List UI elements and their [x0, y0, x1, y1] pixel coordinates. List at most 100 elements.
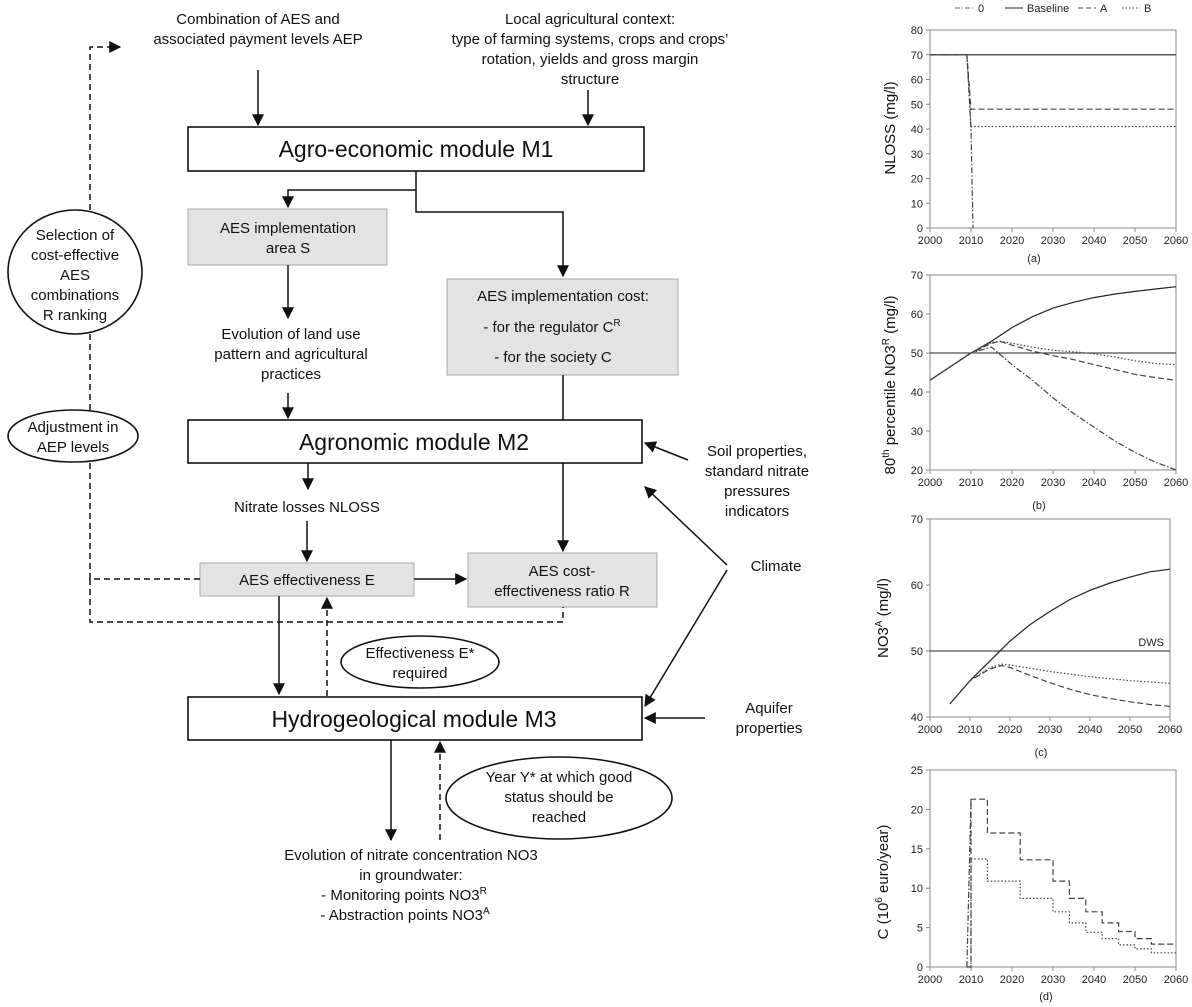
series-line-a — [929, 340, 1177, 381]
aes-combination-line-1: Combination of AES and — [176, 11, 339, 28]
x-tick-label: 2020 — [998, 724, 1022, 736]
x-tick-label: 2000 — [918, 724, 942, 736]
y-tick-label: 50 — [911, 348, 923, 360]
aes-effectiveness-box: AES effectiveness E — [199, 562, 415, 597]
y-tick-label: 25 — [911, 765, 923, 777]
x-tick-label: 2040 — [1082, 235, 1106, 247]
chart-b-frame — [929, 274, 1177, 471]
legend-label-0: 0 — [978, 3, 984, 15]
y-tick-label: 70 — [911, 514, 923, 526]
ratio-line-2: effectiveness ratio R — [494, 583, 630, 600]
y-tick-label: 20 — [911, 465, 923, 477]
chart-d-cost: C (106 euro/year) (d) 0 5 10 15 20 25 2000 2010… — [874, 765, 1188, 1003]
x-tick-label: 2000 — [918, 235, 942, 247]
year-line-2: status should be — [504, 789, 613, 806]
aes-cost-effectiveness-ratio-box: AES cost- effectiveness ratio R — [467, 552, 658, 608]
flow-diagram: Combination of AES and associated paymen… — [7, 11, 809, 924]
y-tick-label: 40 — [911, 387, 923, 399]
x-tick-label: 2020 — [1000, 235, 1024, 247]
module-m1-label: Agro-economic module M1 — [279, 136, 554, 162]
y-tick-label: 50 — [911, 99, 923, 111]
charts-column: 0 Baseline A B NLOSS (mg/l) (a) 01020304… — [874, 3, 1188, 1003]
soil-properties-label: Soil properties, standard nitrate pressu… — [705, 443, 809, 520]
land-use-line-3: practices — [261, 366, 321, 383]
series-line-b — [949, 663, 1171, 705]
y-tick-label: 40 — [911, 124, 923, 136]
y-tick-label: 60 — [911, 309, 923, 321]
chart-b-no3r: 80th percentile NO3R (mg/l) (b) 20304050… — [881, 270, 1188, 512]
x-tick-label: 2050 — [1123, 235, 1147, 247]
selection-line-2: cost-effective — [31, 247, 119, 264]
aes-combination-line-2: associated payment levels AEP — [153, 31, 362, 48]
x-tick-label: 2030 — [1038, 724, 1062, 736]
climate-label: Climate — [751, 558, 802, 575]
series-line-baseline — [929, 286, 1177, 381]
aes-cost-regulator: - for the regulator CR — [483, 318, 620, 336]
y-tick-label: 20 — [911, 804, 923, 816]
reference-line-label: DWS — [1138, 637, 1164, 649]
chart-b-ylabel: 80th percentile NO3R (mg/l) — [881, 296, 899, 475]
arrow-climate-to-m3 — [644, 569, 728, 708]
x-tick-label: 2040 — [1082, 477, 1106, 489]
feedback-dashed-loop — [89, 578, 564, 623]
x-tick-label: 2030 — [1041, 477, 1065, 489]
series-line-b — [930, 54, 1176, 128]
x-tick-label: 2060 — [1164, 974, 1188, 986]
land-use-line-1: Evolution of land use — [221, 326, 360, 343]
x-tick-label: 2050 — [1123, 974, 1147, 986]
chart-c-panel-label: (c) — [1035, 747, 1048, 759]
aes-effectiveness-label: AES effectiveness E — [239, 572, 375, 589]
adjustment-oval: Adjustment in AEP levels — [7, 409, 139, 463]
feedback-dashed-arrow-top — [89, 41, 122, 280]
y-tick-label: 30 — [911, 149, 923, 161]
module-m3: Hydrogeological module M3 — [187, 696, 643, 741]
selection-oval: Selection of cost-effective AES combinat… — [7, 209, 143, 335]
x-tick-label: 2050 — [1118, 724, 1142, 736]
soil-line-4: indicators — [725, 503, 789, 520]
aes-implementation-area-box: AES implementation area S — [187, 208, 388, 266]
legend-label-a: A — [1100, 3, 1108, 15]
local-context-line-4: structure — [561, 71, 619, 88]
chart-c-ylabel: NO3A (mg/l) — [874, 578, 892, 658]
y-tick-label: 50 — [911, 646, 923, 658]
aes-cost-title: AES implementation cost: — [477, 288, 649, 305]
series-line-0 — [966, 799, 972, 968]
aquifer-line-1: Aquifer — [745, 700, 793, 717]
y-tick-label: 70 — [911, 50, 923, 62]
y-tick-label: 60 — [911, 580, 923, 592]
soil-line-1: Soil properties, — [707, 443, 807, 460]
nitrate-evolution-label: Evolution of nitrate concentration NO3 i… — [284, 847, 537, 924]
y-tick-label: 70 — [911, 270, 923, 282]
y-tick-label: 80 — [911, 25, 923, 37]
module-m3-label: Hydrogeological module M3 — [271, 706, 556, 732]
series-line-a — [949, 664, 1171, 707]
aes-area-line-2: area S — [266, 240, 310, 257]
x-tick-label: 2020 — [1000, 974, 1024, 986]
aes-area-line-1: AES implementation — [220, 220, 356, 237]
evolution-line-1: Evolution of nitrate concentration NO3 — [284, 847, 537, 864]
arrow-soil-to-m2 — [643, 441, 689, 461]
y-tick-label: 5 — [917, 923, 923, 935]
ratio-line-1: AES cost- — [529, 563, 596, 580]
soil-line-3: pressures — [724, 483, 790, 500]
chart-c-no3a: NO3A (mg/l) (c) 40 50 60 70 2000 2010 2020 2030… — [874, 514, 1182, 759]
local-context-line-3: rotation, yields and gross margin — [482, 51, 699, 68]
aes-implementation-cost-box: AES implementation cost: - for the regul… — [446, 278, 679, 376]
x-tick-label: 2030 — [1041, 974, 1065, 986]
module-m2-label: Agronomic module M2 — [299, 429, 529, 455]
land-use-evolution-label: Evolution of land use pattern and agricu… — [214, 326, 367, 383]
aes-combination-input: Combination of AES and associated paymen… — [153, 11, 362, 48]
y-tick-label: 60 — [911, 75, 923, 87]
selection-line-1: Selection of — [36, 227, 115, 244]
effectiveness-req-line-2: required — [392, 665, 447, 682]
legend-label-b: B — [1144, 3, 1151, 15]
selection-line-3: AES — [60, 267, 90, 284]
x-tick-label: 2060 — [1158, 724, 1182, 736]
chart-d-panel-label: (d) — [1039, 991, 1052, 1003]
x-tick-label: 2010 — [958, 724, 982, 736]
x-tick-label: 2060 — [1164, 477, 1188, 489]
y-tick-label: 20 — [911, 174, 923, 186]
series-line-0 — [930, 54, 974, 229]
y-tick-label: 30 — [911, 426, 923, 438]
